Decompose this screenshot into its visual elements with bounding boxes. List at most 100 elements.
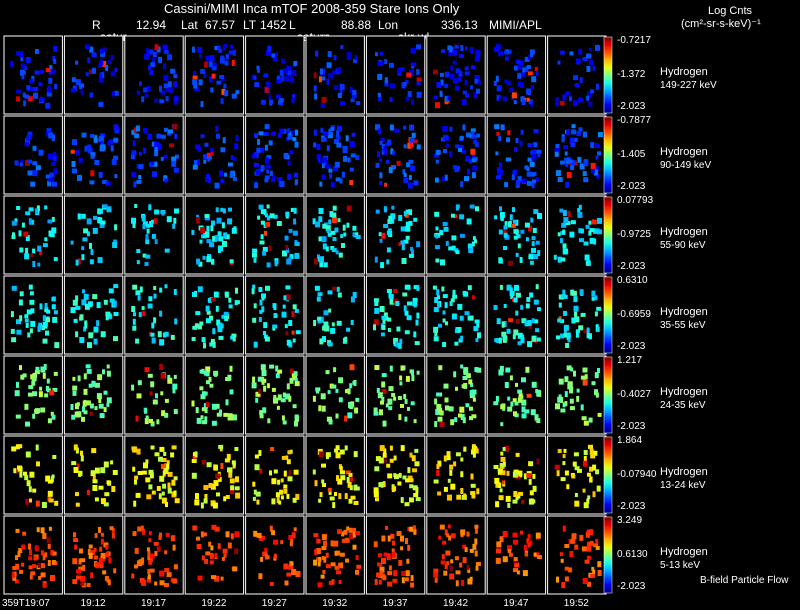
- pixel: [495, 151, 499, 156]
- pixel: [258, 168, 263, 173]
- pixel: [449, 301, 453, 307]
- pixel: [379, 409, 383, 416]
- pixel: [464, 80, 468, 86]
- pixel: [393, 455, 397, 461]
- pixel: [47, 219, 53, 224]
- pixel: [210, 338, 215, 344]
- pixel: [403, 178, 409, 183]
- pixel: [503, 304, 507, 308]
- pixel: [560, 319, 565, 324]
- pixel: [159, 570, 165, 577]
- pixel: [47, 85, 51, 91]
- pixel: [442, 318, 446, 323]
- pixel: [272, 324, 278, 329]
- pixel: [519, 257, 523, 263]
- pixel: [458, 144, 464, 149]
- pixel: [330, 562, 336, 567]
- pixel: [326, 78, 330, 85]
- pixel: [113, 312, 119, 316]
- pixel: [197, 324, 202, 330]
- pixel: [206, 239, 212, 244]
- pixel: [82, 406, 85, 413]
- pixel: [355, 569, 359, 575]
- pixel: [313, 559, 317, 566]
- colorbar-max: 3.249: [617, 515, 643, 526]
- pixel: [228, 297, 232, 303]
- pixel: [146, 85, 151, 92]
- pixel: [276, 77, 281, 84]
- pixel: [19, 365, 22, 371]
- pixel: [275, 492, 280, 498]
- pixel: [93, 547, 97, 552]
- pixel: [91, 52, 97, 58]
- panel-r0-c8: [486, 35, 547, 115]
- pixel: [340, 45, 344, 49]
- pixel: [200, 502, 204, 509]
- pixel: [260, 556, 264, 562]
- pixel: [259, 410, 264, 416]
- pixel: [149, 221, 153, 227]
- pixel: [513, 411, 517, 417]
- pixel: [113, 90, 119, 96]
- pixel: [70, 149, 75, 154]
- pixel: [132, 325, 137, 331]
- pixel: [334, 565, 340, 570]
- pixel: [25, 235, 30, 241]
- pixel: [52, 387, 58, 392]
- pixel: [514, 562, 520, 568]
- pixel: [71, 161, 76, 167]
- pixel: [164, 412, 169, 418]
- pixel: [166, 572, 172, 578]
- pixel: [105, 544, 109, 550]
- pixel: [529, 49, 535, 55]
- pixel: [214, 372, 218, 377]
- pixel: [205, 372, 210, 377]
- pixel: [44, 393, 49, 398]
- pixel: [318, 76, 322, 83]
- colorbar-mid: -0.07940: [617, 468, 657, 480]
- pixel: [387, 473, 393, 479]
- pixel: [521, 399, 527, 406]
- pixel: [530, 172, 535, 177]
- pixel: [79, 314, 84, 321]
- pixel: [339, 83, 345, 90]
- pixel: [391, 551, 396, 558]
- pixel: [352, 380, 357, 385]
- pixel: [18, 230, 22, 237]
- pixel: [89, 69, 93, 75]
- pixel: [409, 497, 414, 503]
- pixel: [321, 96, 327, 103]
- pixel: [142, 528, 146, 535]
- pixel: [446, 533, 450, 538]
- pixel: [131, 217, 136, 224]
- pixel: [569, 51, 574, 56]
- pixel: [192, 325, 198, 330]
- energy-range-label: 149-227 keV: [660, 80, 717, 91]
- colorbar-0: [603, 36, 613, 114]
- pixel: [35, 366, 40, 371]
- panel-r3-c3: [184, 275, 245, 355]
- pixel: [413, 285, 417, 290]
- pixel: [400, 404, 404, 408]
- pixel: [338, 377, 344, 384]
- pixel: [476, 488, 480, 495]
- pixel: [295, 493, 300, 500]
- pixel: [531, 182, 535, 189]
- pixel: [471, 449, 476, 455]
- pixel: [91, 448, 97, 454]
- pixel: [171, 160, 177, 167]
- pixel: [103, 502, 109, 507]
- pixel: [531, 318, 535, 324]
- species-label: Hydrogen: [660, 306, 708, 318]
- pixel: [564, 576, 569, 582]
- pixel: [135, 125, 140, 132]
- pixel: [387, 398, 393, 405]
- pixel: [94, 533, 98, 539]
- pixel: [19, 247, 24, 253]
- pixel: [40, 407, 46, 413]
- pixel: [42, 582, 47, 588]
- pixel: [476, 88, 480, 94]
- pixel: [535, 532, 541, 539]
- pixel: [53, 151, 57, 156]
- pixel: [407, 142, 412, 149]
